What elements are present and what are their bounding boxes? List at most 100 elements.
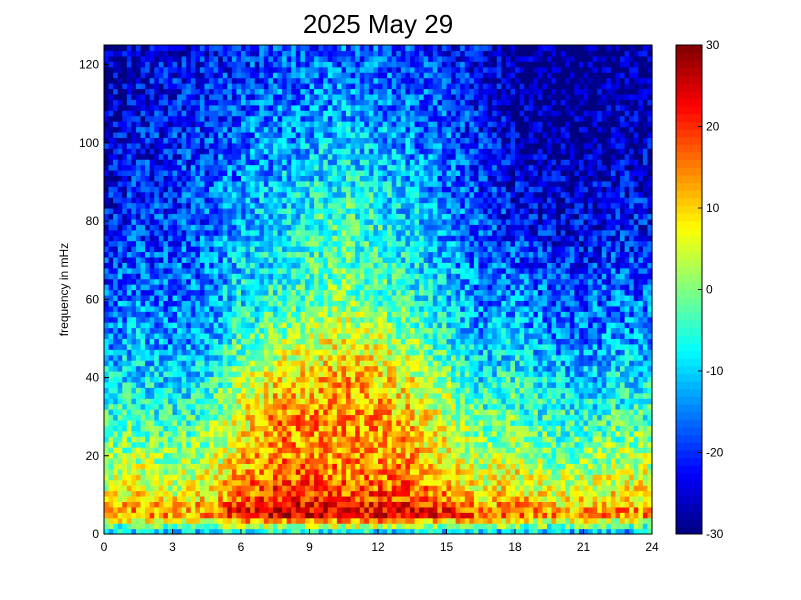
heatmap-cell: [304, 528, 311, 535]
heatmap-cell: [492, 322, 498, 329]
heatmap-cell: [638, 463, 644, 470]
heatmap-cell: [268, 398, 274, 405]
heatmap-cell: [314, 398, 320, 405]
heatmap-cell: [382, 376, 388, 383]
heatmap-cell: [537, 419, 543, 426]
heatmap-cell: [496, 479, 502, 486]
heatmap-cell: [140, 316, 146, 323]
heatmap-cell: [177, 305, 183, 312]
heatmap-cell: [610, 403, 617, 410]
heatmap-cell: [510, 316, 516, 323]
heatmap-cell: [565, 419, 571, 426]
heatmap-cell: [163, 371, 169, 378]
heatmap-cell: [428, 506, 434, 513]
heatmap-cell: [204, 425, 210, 432]
heatmap-cell: [578, 528, 585, 535]
heatmap-cell: [405, 343, 411, 350]
heatmap-cell: [346, 528, 352, 535]
heatmap-cell: [300, 528, 306, 535]
heatmap-cell: [464, 463, 470, 470]
heatmap-cell: [177, 457, 183, 464]
heatmap-cell: [501, 528, 507, 535]
heatmap-cell: [560, 479, 566, 486]
heatmap-cell: [414, 457, 420, 464]
heatmap-cell: [131, 425, 137, 432]
heatmap-cell: [323, 338, 329, 345]
heatmap-cell: [300, 506, 306, 513]
heatmap-cell: [158, 441, 164, 448]
heatmap-cell: [359, 430, 365, 437]
heatmap-cell: [396, 441, 402, 448]
heatmap-cell: [336, 468, 343, 475]
heatmap-cell: [263, 517, 269, 524]
heatmap-cell: [172, 398, 178, 405]
heatmap-cell: [149, 371, 155, 378]
heatmap-cell: [241, 349, 247, 356]
heatmap-cell: [437, 338, 443, 345]
heatmap-cell: [565, 512, 571, 519]
heatmap-cell: [409, 343, 416, 350]
heatmap-cell: [154, 338, 160, 345]
heatmap-cell: [505, 311, 512, 318]
heatmap-cell: [250, 360, 256, 367]
heatmap-cell: [177, 371, 183, 378]
heatmap-cell: [487, 409, 493, 416]
heatmap-cell: [323, 403, 329, 410]
heatmap-cell: [263, 387, 269, 394]
heatmap-cell: [483, 528, 489, 535]
heatmap-cell: [601, 501, 607, 508]
heatmap-cell: [560, 343, 566, 350]
heatmap-cell: [332, 528, 338, 535]
heatmap-cell: [460, 523, 466, 530]
heatmap-cell: [236, 338, 242, 345]
heatmap-cell: [241, 523, 247, 530]
heatmap-cell: [569, 332, 575, 339]
heatmap-cell: [227, 311, 233, 318]
heatmap-cell: [483, 447, 489, 454]
heatmap-cell: [245, 398, 251, 405]
heatmap-cell: [245, 436, 251, 443]
heatmap-cell: [533, 485, 539, 492]
heatmap-cell: [642, 414, 649, 421]
heatmap-cell: [131, 490, 137, 497]
heatmap-cell: [163, 343, 169, 350]
heatmap-cell: [620, 528, 626, 535]
heatmap-cell: [551, 365, 557, 372]
heatmap-cell: [108, 327, 114, 334]
heatmap-cell: [163, 332, 169, 339]
heatmap-cell: [387, 349, 393, 356]
heatmap-cell: [204, 398, 210, 405]
heatmap-cell: [113, 485, 119, 492]
heatmap-cell: [135, 381, 142, 388]
heatmap-cell: [629, 311, 635, 318]
heatmap-cell: [606, 501, 612, 508]
heatmap-cell: [483, 474, 489, 481]
heatmap-cell: [113, 316, 119, 323]
heatmap-cell: [336, 322, 343, 329]
heatmap-cell: [158, 479, 164, 486]
heatmap-cell: [145, 506, 151, 513]
heatmap-cell: [615, 392, 621, 399]
heatmap-cell: [213, 490, 219, 497]
heatmap-cell: [487, 327, 493, 334]
heatmap-cell: [483, 403, 489, 410]
heatmap-cell: [409, 436, 416, 443]
heatmap-cell: [177, 474, 183, 481]
heatmap-cell: [432, 436, 438, 443]
heatmap-cell: [163, 430, 169, 437]
heatmap-cell: [131, 322, 137, 329]
heatmap-cell: [346, 316, 352, 323]
heatmap-cell: [122, 387, 128, 394]
heatmap-cell: [158, 387, 164, 394]
heatmap-cell: [209, 452, 215, 459]
heatmap-cell: [451, 354, 457, 361]
heatmap-cell: [560, 506, 566, 513]
heatmap-cell: [131, 441, 137, 448]
heatmap-cell: [400, 349, 406, 356]
heatmap-cell: [492, 354, 498, 361]
heatmap-cell: [263, 419, 269, 426]
heatmap-cell: [387, 387, 393, 394]
heatmap-cell: [222, 501, 228, 508]
heatmap-cell: [446, 305, 452, 312]
heatmap-cell: [204, 430, 210, 437]
